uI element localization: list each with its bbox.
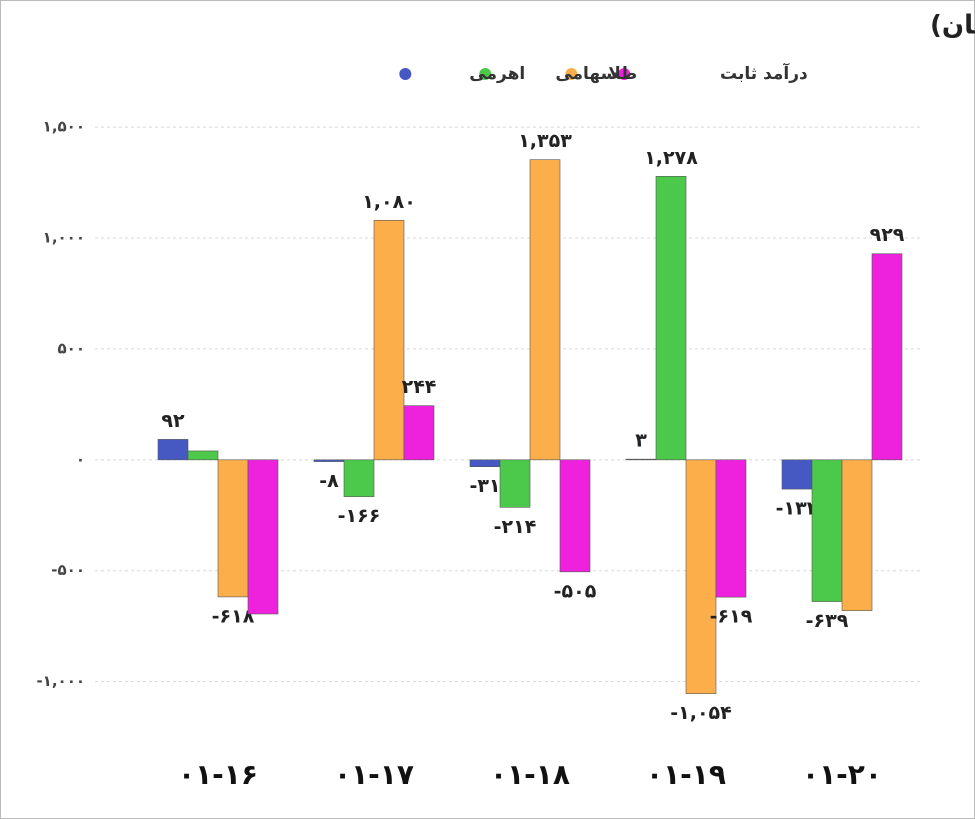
data-label: -۱۳۲ — [776, 498, 819, 520]
bar — [343, 459, 375, 497]
data-label: -۳۱ — [469, 475, 500, 497]
data-label: -۲۱۴ — [494, 516, 537, 538]
legend-swatch — [618, 68, 631, 80]
x-tick-label: ۰۱-۱۶ — [178, 758, 258, 791]
bar — [811, 459, 843, 602]
bar — [217, 459, 249, 598]
x-tick-label: ۰۱-۲۰ — [802, 758, 882, 791]
bar — [157, 439, 189, 461]
legend-label: اهرمی — [469, 64, 525, 84]
data-label: ۱,۲۷۸ — [644, 147, 698, 169]
bar — [781, 459, 813, 490]
data-label: ۱,۳۵۳ — [518, 130, 572, 152]
bar — [871, 253, 903, 461]
bar — [469, 459, 501, 467]
data-label: ۲۴۴ — [402, 376, 437, 398]
bar — [625, 458, 657, 461]
x-tick-label: ۰۱-۱۹ — [646, 758, 726, 791]
y-tick-label: -۱,۰۰۰ — [36, 672, 85, 690]
data-label: ۹۲۹ — [870, 224, 905, 246]
y-tick-label: ۱,۰۰۰ — [43, 229, 85, 247]
bar — [187, 450, 219, 461]
chart-title: ورود و خروج پول حقیقی به صندوق ها (میلیا… — [930, 11, 975, 41]
data-label: ۱,۰۸۰ — [362, 191, 416, 213]
data-label: -۱۶۶ — [338, 505, 381, 527]
legend-swatch — [565, 68, 578, 80]
bar — [499, 459, 531, 508]
legend-label: طلا — [608, 64, 637, 84]
bar — [655, 176, 687, 461]
legend-label: سهامی — [555, 64, 617, 84]
data-label: -۸ — [319, 470, 339, 492]
bar — [247, 459, 279, 615]
bar — [559, 459, 591, 573]
bar — [313, 459, 345, 462]
y-tick-label: ۵۰۰ — [58, 339, 85, 357]
bar — [373, 219, 405, 461]
legend-swatch — [479, 68, 492, 80]
bar — [403, 405, 435, 461]
legend-swatch — [399, 68, 412, 80]
data-label: -۶۱۹ — [710, 606, 753, 628]
y-tick-label: -۵۰۰ — [51, 561, 85, 579]
bar — [715, 459, 747, 598]
y-tick-label: ۰ — [76, 450, 85, 468]
legend-label: درآمد ثابت — [720, 62, 808, 84]
x-tick-label: ۰۱-۱۸ — [490, 758, 570, 791]
data-label: -۶۱۸ — [212, 605, 255, 627]
bar — [841, 459, 873, 611]
bar — [685, 459, 717, 694]
y-tick-label: ۱,۵۰۰ — [43, 118, 85, 136]
data-label: -۶۳۹ — [806, 610, 849, 632]
bar — [529, 159, 561, 461]
data-label: ۳ — [635, 430, 647, 452]
x-tick-label: ۰۱-۱۷ — [334, 758, 414, 791]
data-label: -۵۰۵ — [554, 580, 597, 602]
data-label: -۱,۰۵۴ — [670, 702, 732, 724]
data-label: ۹۲ — [161, 410, 185, 432]
